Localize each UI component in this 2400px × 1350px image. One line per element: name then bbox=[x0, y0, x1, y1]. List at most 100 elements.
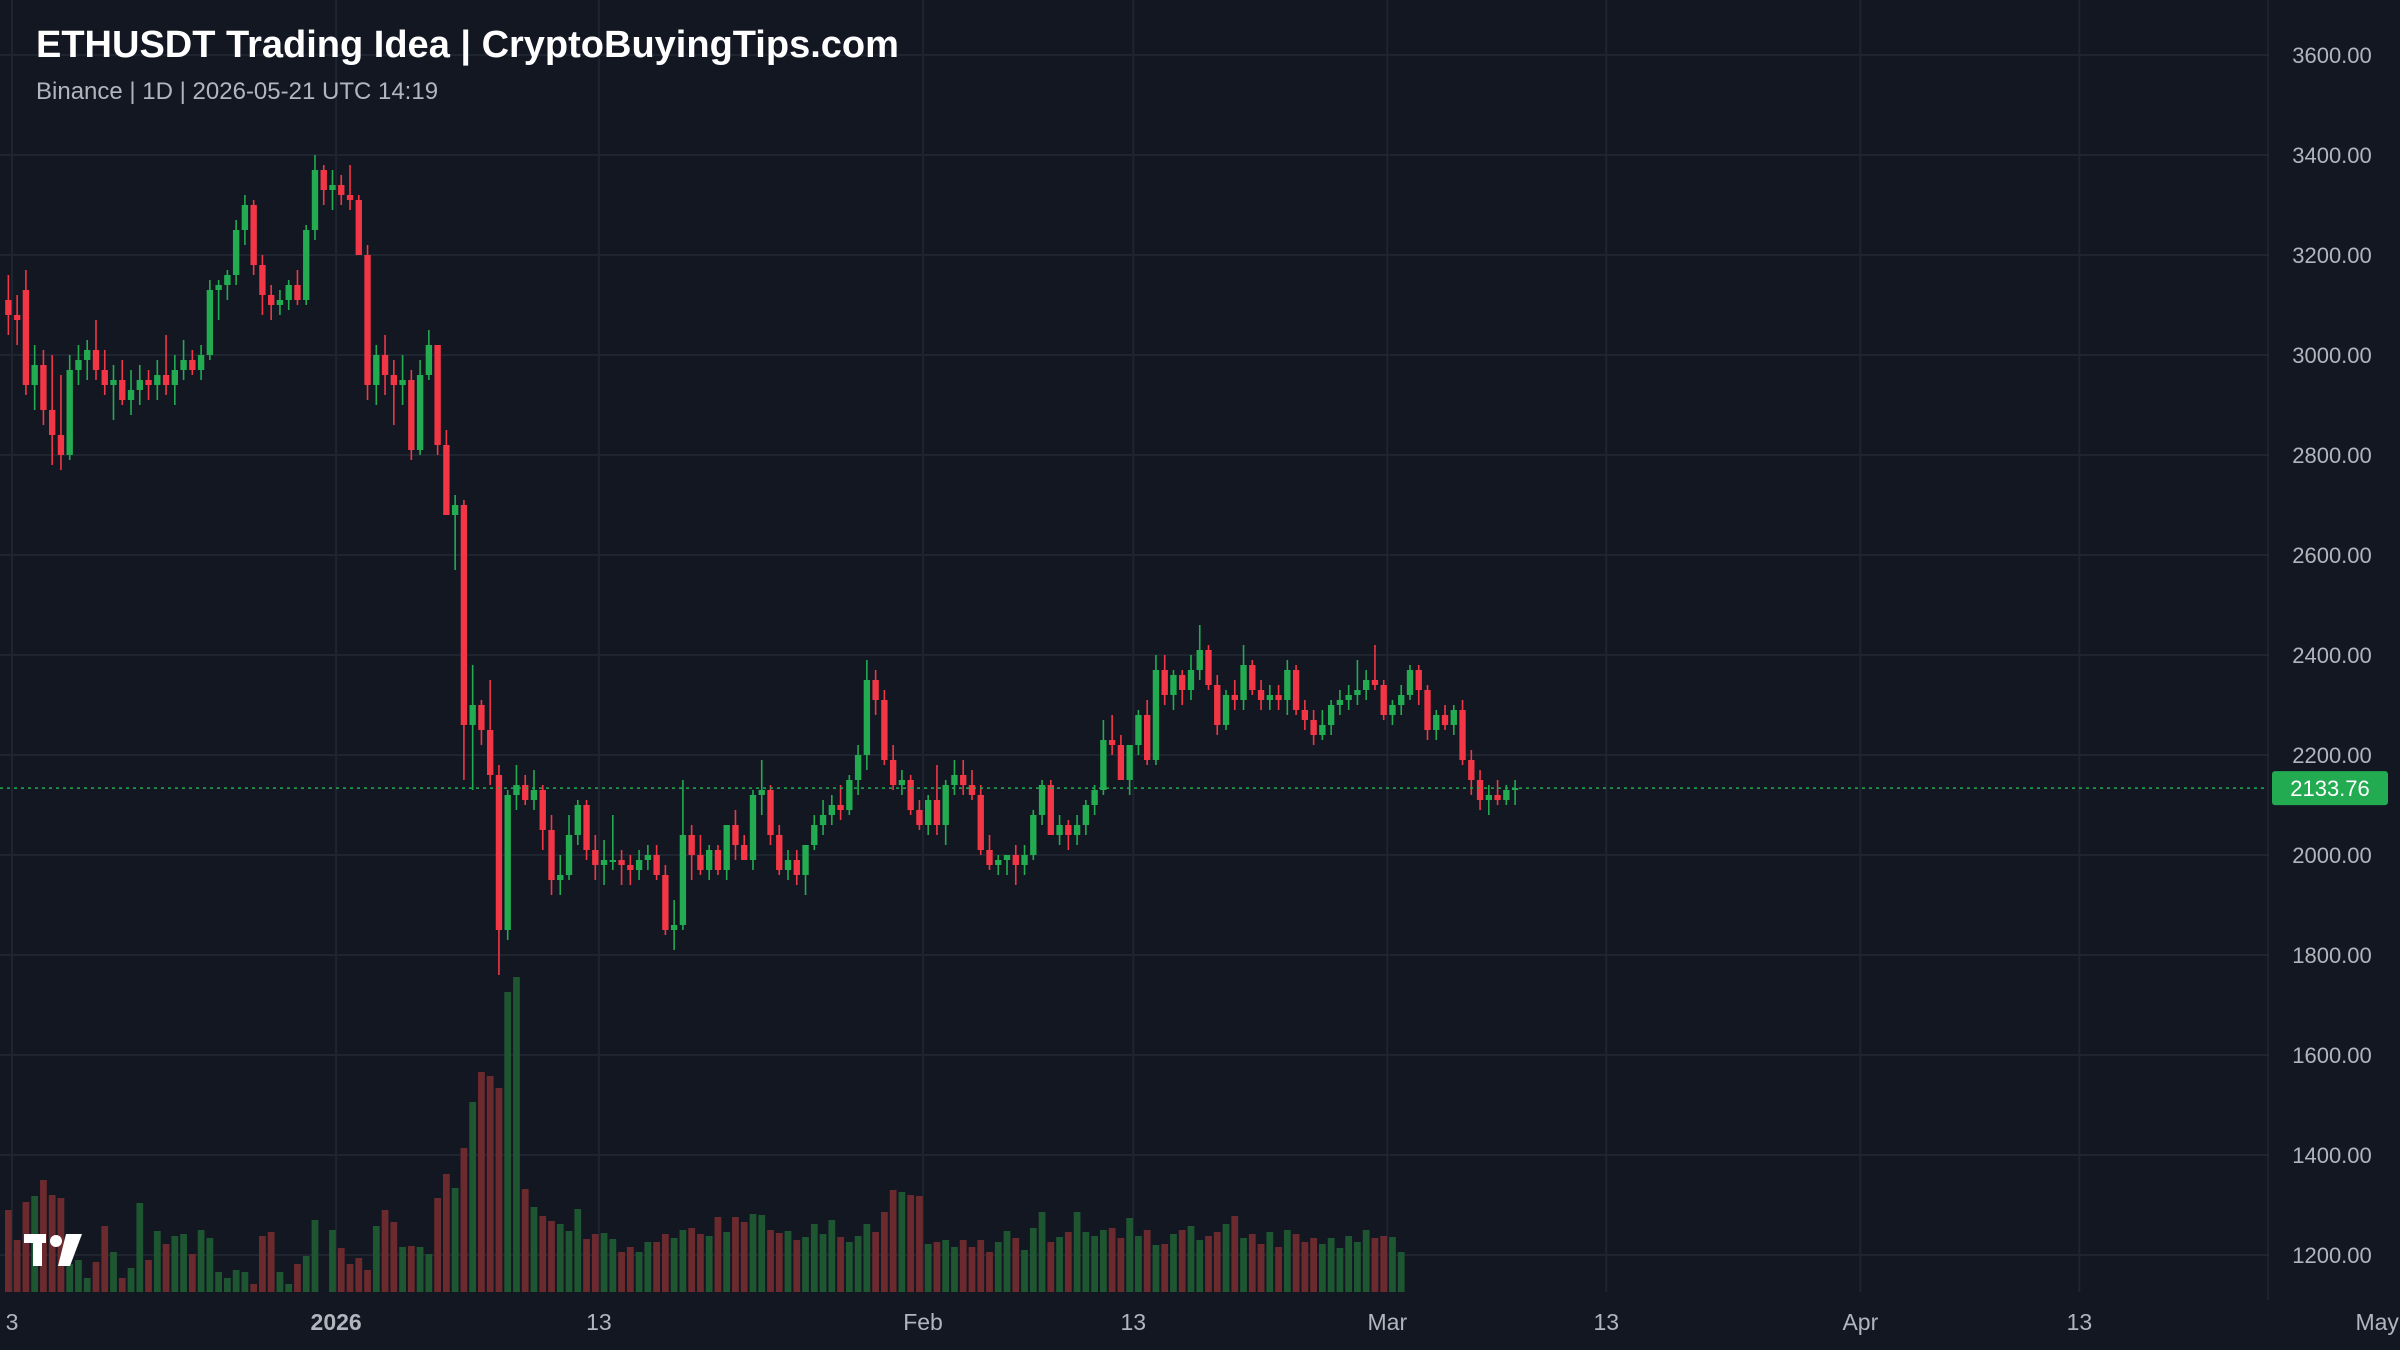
volume-bar bbox=[1021, 1250, 1028, 1292]
price-tick-label: 2400.00 bbox=[2292, 643, 2372, 668]
time-tick-label: 13 bbox=[2067, 1309, 2093, 1335]
volume-bar bbox=[355, 1258, 363, 1292]
volume-bar bbox=[1319, 1244, 1326, 1292]
candle-body bbox=[1284, 670, 1291, 700]
volume-bar bbox=[1205, 1236, 1212, 1292]
volume-bar bbox=[75, 1260, 82, 1292]
candle bbox=[1179, 670, 1186, 705]
candle bbox=[478, 700, 485, 745]
volume-bar bbox=[469, 1102, 477, 1292]
candle-body bbox=[1056, 825, 1063, 835]
volume-bar bbox=[986, 1252, 993, 1292]
candle bbox=[399, 355, 406, 405]
candle bbox=[40, 350, 47, 425]
candle bbox=[1187, 655, 1195, 700]
time-axis[interactable]: 3202613Feb13Mar13Apr13May13 bbox=[6, 1309, 2400, 1335]
volume-bar bbox=[828, 1220, 836, 1292]
candle bbox=[1398, 685, 1405, 715]
candle-body bbox=[469, 705, 476, 725]
candle bbox=[206, 280, 214, 360]
candle bbox=[504, 790, 511, 940]
candle-body bbox=[1152, 670, 1160, 760]
volume-bar bbox=[959, 1240, 967, 1292]
candle bbox=[180, 340, 187, 380]
candle bbox=[1152, 655, 1160, 765]
candle-body bbox=[119, 380, 126, 400]
volume-bar bbox=[1073, 1212, 1081, 1292]
candle-body bbox=[1494, 795, 1501, 800]
candle bbox=[889, 745, 897, 790]
candle-body bbox=[942, 785, 949, 825]
candle-body bbox=[1380, 685, 1387, 715]
candle bbox=[522, 775, 529, 805]
candle-body bbox=[679, 835, 687, 925]
candle-body bbox=[487, 730, 494, 775]
candle bbox=[57, 375, 65, 470]
price-axis[interactable]: 3600.00 3400.00 3200.00 3000.00 2800.00 2600.… bbox=[2267, 0, 2400, 1350]
candle bbox=[723, 825, 730, 880]
time-tick-label: 13 bbox=[1594, 1309, 1620, 1335]
volume-bar bbox=[285, 1284, 293, 1292]
candle bbox=[811, 815, 818, 850]
candle-body bbox=[495, 775, 503, 930]
candle bbox=[84, 340, 91, 380]
candle-body bbox=[416, 375, 424, 450]
volume-bar bbox=[548, 1221, 555, 1292]
candle bbox=[390, 360, 397, 425]
candle bbox=[557, 855, 564, 895]
volume-bar bbox=[188, 1254, 196, 1292]
volume-bar bbox=[171, 1236, 179, 1292]
candle bbox=[1450, 705, 1457, 735]
candle-body bbox=[697, 855, 704, 870]
candle-body bbox=[478, 705, 485, 730]
time-tick-label: 13 bbox=[1120, 1309, 1146, 1335]
candle bbox=[1354, 660, 1361, 705]
candle-body bbox=[1371, 680, 1379, 685]
candle bbox=[469, 665, 476, 790]
tradingview-logo-icon[interactable] bbox=[20, 1228, 90, 1274]
candle bbox=[1494, 780, 1501, 805]
candle-body bbox=[311, 170, 319, 230]
candle bbox=[600, 840, 608, 885]
candle-body bbox=[101, 370, 108, 385]
candle-body bbox=[66, 370, 73, 455]
candle bbox=[1415, 665, 1422, 705]
candle bbox=[749, 790, 757, 870]
candle bbox=[679, 780, 687, 930]
volume-bar bbox=[968, 1247, 976, 1292]
volume-bar bbox=[1257, 1244, 1265, 1292]
candle bbox=[1144, 700, 1151, 765]
candle-body bbox=[1117, 745, 1125, 780]
volume-bar bbox=[1012, 1238, 1020, 1292]
candle bbox=[1012, 845, 1019, 885]
time-tick-label: 3 bbox=[6, 1309, 19, 1335]
candle bbox=[127, 370, 135, 415]
candle bbox=[802, 845, 809, 895]
candle bbox=[320, 165, 327, 205]
candle-body bbox=[1503, 790, 1510, 800]
candle-body bbox=[1196, 650, 1203, 670]
candle-body bbox=[259, 265, 266, 295]
candle-body bbox=[653, 855, 660, 875]
candle bbox=[1065, 820, 1072, 850]
candle bbox=[338, 175, 345, 205]
candle-body bbox=[1511, 788, 1519, 790]
candle-body bbox=[1415, 670, 1422, 690]
candle bbox=[1301, 700, 1309, 730]
volume-bar bbox=[679, 1230, 687, 1292]
time-tick-label: 13 bbox=[586, 1309, 612, 1335]
candle-body bbox=[1354, 690, 1361, 695]
candle bbox=[1126, 745, 1133, 795]
candle bbox=[706, 845, 713, 880]
candle-body bbox=[180, 360, 187, 370]
volume-bar bbox=[443, 1174, 450, 1292]
candle bbox=[670, 900, 678, 950]
volume-bar bbox=[399, 1247, 406, 1292]
volume-bar bbox=[416, 1247, 424, 1292]
candle-body bbox=[863, 680, 871, 755]
candle bbox=[1205, 645, 1212, 690]
volume-bar bbox=[1345, 1236, 1353, 1292]
candle bbox=[250, 200, 257, 275]
volume-bar bbox=[924, 1244, 932, 1292]
